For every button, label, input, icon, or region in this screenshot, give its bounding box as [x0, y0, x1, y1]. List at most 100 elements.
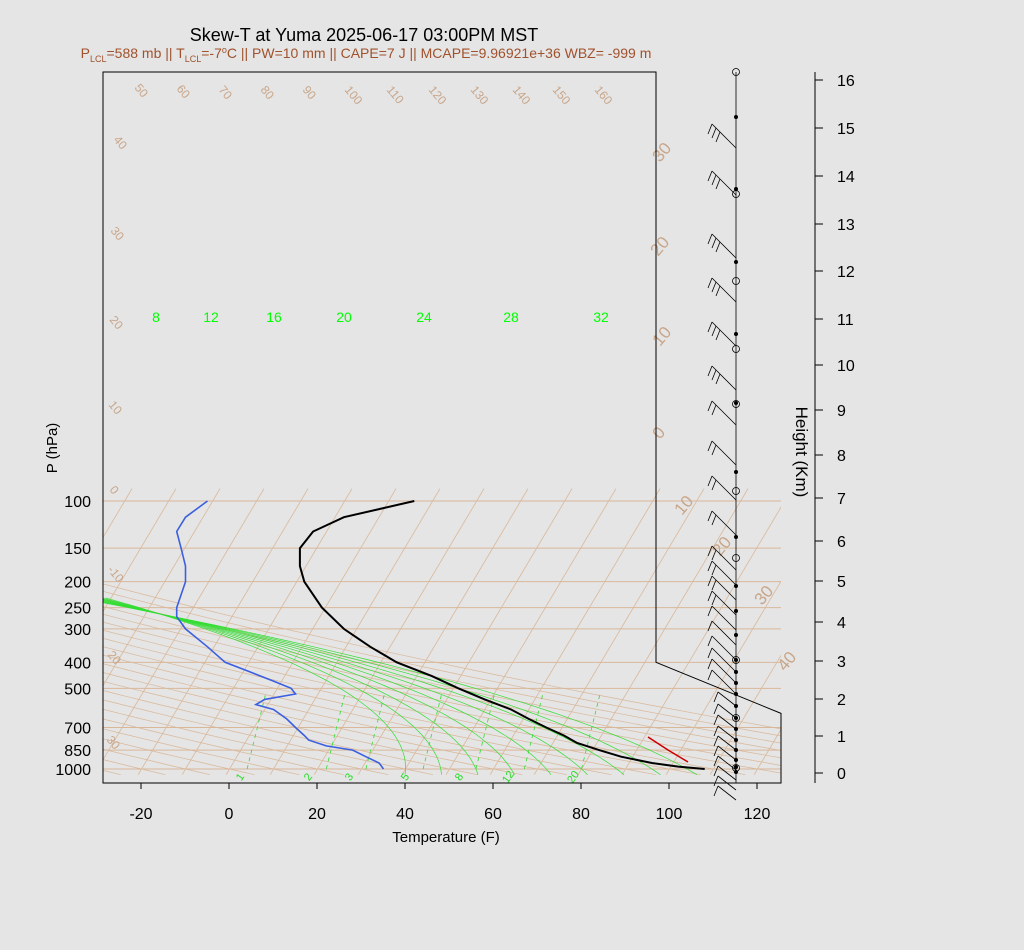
dry-adiabat: [103, 681, 523, 776]
mixing-ratio-label: 5: [399, 771, 412, 783]
wind-barb-flag: [707, 170, 713, 182]
y-tick-label: 700: [64, 720, 91, 737]
y-axis-title: P (hPa): [44, 423, 61, 474]
chart-subtitle: PLCL=588 mb || TLCL=-7oC || PW=10 mm || …: [81, 45, 652, 64]
height-tick-label: 3: [837, 654, 846, 671]
wind-barb-flag: [707, 321, 713, 333]
wind-barb-flag: [711, 369, 717, 381]
wind-barb-flag: [711, 127, 717, 139]
wind-level-dot: [734, 401, 738, 405]
dry-adiabat: [103, 654, 657, 776]
wind-level-circle: [732, 277, 740, 285]
wind-barb-flag: [707, 365, 713, 377]
wind-barb-flag: [707, 233, 713, 245]
isotherm: [103, 488, 221, 687]
grid-labels: 50 60 70 80 90 100 110 120 130 140 150 160403020100…: [104, 81, 801, 786]
wind-barb-flag: [713, 785, 719, 797]
wind-level-circle: [732, 714, 740, 722]
dry-adiabat: [103, 728, 300, 776]
mixing-ratio-label: 16: [266, 309, 282, 325]
wind-barb: [711, 605, 737, 631]
wind-barb-flag: [707, 560, 713, 572]
wind-barb-flag: [713, 725, 719, 737]
wind-barb: [717, 775, 737, 791]
isotherm: [137, 488, 309, 775]
wind-level-dot: [734, 584, 738, 588]
x-tick-label: 20: [308, 806, 326, 823]
wind-barb-flag: [711, 325, 717, 337]
dry-adiabat: [103, 708, 389, 776]
mixing-ratio-label: 8: [152, 309, 160, 325]
wind-barb: [711, 635, 737, 661]
wind-barb: [711, 123, 737, 149]
x-tick-label: 0: [225, 806, 234, 823]
isotherm: [533, 488, 705, 775]
chart-title: Skew-T at Yuma 2025-06-17 03:00PM MST: [190, 25, 539, 45]
isotherm: [103, 488, 177, 613]
height-tick-label: 15: [837, 121, 855, 138]
dewpoint-line: [175, 500, 385, 770]
wind-barb-flag: [713, 775, 719, 787]
wind-barb-flag: [707, 635, 713, 647]
wind-barbs: [707, 68, 740, 801]
wind-level-circle: [732, 554, 740, 562]
moist-adiabat: [103, 601, 625, 775]
mixing-ratio-line: [365, 692, 386, 770]
isotherm: [103, 488, 265, 761]
wind-barb: [711, 590, 737, 616]
wind-barb: [711, 620, 737, 646]
dry-adiabat: [103, 690, 478, 776]
y-tick-label: 850: [64, 743, 91, 760]
wind-barb-flag: [711, 579, 717, 591]
temperature-line: [298, 500, 705, 770]
y-tick-label: 250: [64, 601, 91, 618]
mixing-ratio-label: 20: [565, 769, 582, 786]
moist-adiabat: [103, 597, 442, 775]
wind-barb-flag: [715, 373, 721, 385]
mixing-ratio-label: 24: [416, 309, 432, 325]
wind-barb-flag: [707, 575, 713, 587]
mixing-ratio-label: 3: [343, 771, 356, 783]
wind-barb-flag: [711, 444, 717, 456]
wind-barb: [711, 365, 737, 391]
wind-barb-flag: [707, 277, 713, 289]
x-tick-label: 60: [484, 806, 502, 823]
mixing-ratio-label: 20: [336, 309, 352, 325]
mixing-ratio-line: [246, 692, 267, 770]
isotherm-label-big: 10: [671, 492, 698, 519]
wind-barb: [717, 714, 737, 730]
mixing-ratio-label: 12: [500, 769, 517, 786]
x-tick-label: 80: [572, 806, 590, 823]
isotherm: [974, 489, 1024, 775]
mixing-ratio-label: 2: [302, 771, 315, 783]
wind-level-circle: [732, 400, 740, 408]
wind-barb-flag: [711, 237, 717, 249]
wind-barb-flag: [713, 755, 719, 767]
height-tick-label: 0: [837, 766, 846, 783]
dry-adiabat: [103, 590, 781, 737]
height-tick-label: 11: [837, 312, 854, 329]
wind-barb-flag: [707, 669, 713, 681]
wind-barb: [711, 233, 737, 259]
isotherm: [103, 488, 133, 539]
wind-barb-flag: [713, 714, 719, 726]
wind-barb-flag: [707, 620, 713, 632]
height-tick-label: 13: [837, 217, 855, 234]
wind-level-dot: [734, 535, 738, 539]
mixing-ratio-line: [325, 692, 346, 770]
isotherm: [445, 488, 617, 775]
wind-level-circle: [732, 68, 740, 76]
dry-adiabat: [103, 606, 781, 751]
wind-barb-flag: [711, 514, 717, 526]
wind-barb-flag: [711, 479, 717, 491]
mixing-ratio-line: [475, 692, 496, 770]
wind-barb-flag: [715, 241, 721, 253]
moist-adiabat: [103, 600, 552, 775]
isotherm: [930, 489, 1024, 775]
plot-background: [103, 72, 781, 783]
mixing-ratio-label: 28: [503, 309, 519, 325]
wind-level-dot: [734, 609, 738, 613]
mixing-ratio-label: 1: [234, 771, 247, 783]
isotherm: [313, 488, 485, 775]
